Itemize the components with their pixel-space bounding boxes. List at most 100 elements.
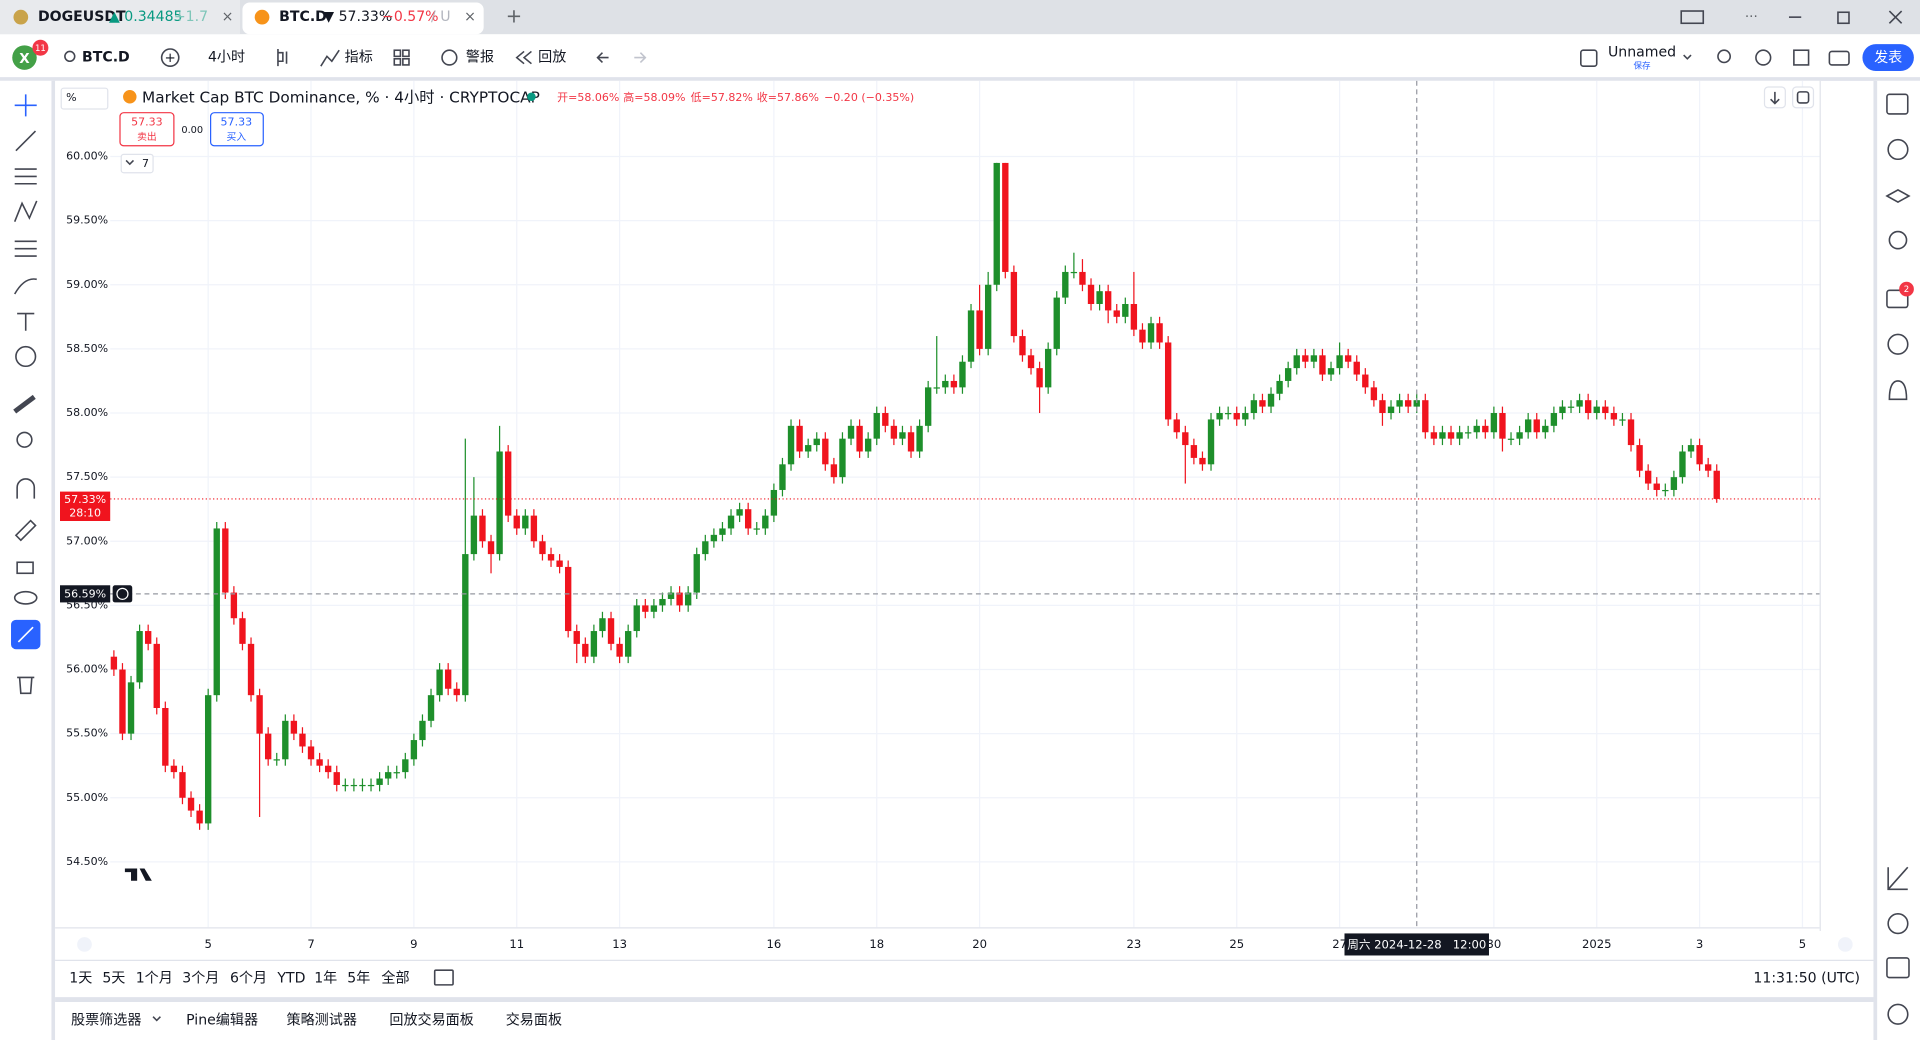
help[interactable] — [1887, 1003, 1909, 1025]
indicators-toggle[interactable] — [120, 153, 154, 174]
range-button[interactable]: YTD — [276, 971, 305, 987]
streams[interactable] — [1887, 333, 1909, 355]
layout-icon[interactable] — [393, 49, 402, 58]
range-button[interactable]: 3个月 — [182, 971, 219, 987]
tab-symbol: BTC.D — [279, 9, 327, 25]
crosshair-tool[interactable] — [14, 94, 37, 117]
draw-mode[interactable] — [14, 519, 37, 542]
trendline-tool[interactable] — [15, 130, 37, 152]
undo[interactable] — [596, 52, 609, 64]
sell-button[interactable] — [119, 112, 175, 147]
zoom-tool[interactable] — [16, 431, 33, 448]
notifications[interactable] — [1888, 380, 1908, 401]
range-button[interactable]: 1个月 — [136, 971, 173, 987]
close-window[interactable] — [1888, 10, 1903, 24]
bottom-tab[interactable]: 交易面板 — [506, 1011, 562, 1028]
delete-tool[interactable] — [17, 676, 35, 695]
publish-button[interactable] — [1862, 44, 1914, 72]
candle-body — [1242, 413, 1249, 420]
range-button[interactable]: 6个月 — [230, 971, 267, 987]
redo[interactable] — [634, 52, 647, 64]
legend-title[interactable]: Market Cap BTC Dominance, % · 4小时 · CRYP… — [142, 88, 540, 106]
range-button[interactable]: 1天 — [69, 971, 92, 987]
layout-name[interactable]: Unnamed — [1608, 45, 1676, 61]
layout-checkbox[interactable] — [1580, 49, 1598, 67]
candle-body — [1653, 483, 1660, 490]
candle-body — [830, 464, 838, 478]
tab[interactable] — [0, 0, 240, 35]
candle-body — [1662, 489, 1669, 492]
save-label[interactable]: 保存 — [1633, 60, 1651, 72]
symbol-search[interactable]: BTC.D — [82, 50, 130, 66]
object-tree[interactable] — [1885, 188, 1911, 204]
tab-close[interactable]: × — [464, 9, 476, 25]
indicators-button[interactable]: 指标 — [345, 50, 373, 66]
screener-dropdown[interactable] — [152, 1016, 161, 1022]
calendar[interactable] — [1886, 957, 1910, 979]
range-button[interactable]: 5天 — [102, 971, 125, 987]
fib-tool[interactable] — [14, 168, 37, 185]
snapshot[interactable] — [1828, 50, 1850, 66]
settings[interactable] — [1755, 49, 1772, 66]
candle-body — [307, 746, 315, 760]
projection-tool[interactable] — [14, 240, 37, 257]
ideas[interactable] — [1888, 230, 1908, 250]
bottom-tab[interactable]: 策略测试器 — [287, 1011, 357, 1028]
measure-tool[interactable] — [13, 394, 36, 414]
auto-scale[interactable] — [1837, 937, 1853, 952]
interval[interactable]: 4小时 — [208, 50, 245, 66]
range-button[interactable]: 1年 — [314, 971, 337, 987]
brush-tool[interactable] — [14, 278, 37, 295]
watchlist[interactable] — [1886, 93, 1909, 115]
buy-button[interactable] — [210, 112, 264, 147]
window-icon[interactable] — [1680, 10, 1705, 25]
candle-body — [1473, 425, 1480, 433]
badge-count: 2 — [1904, 285, 1909, 295]
candle-body — [1276, 380, 1283, 394]
maximize[interactable] — [1837, 11, 1850, 25]
indicators-icon — [320, 49, 340, 67]
crosshair-add-button[interactable] — [112, 585, 133, 603]
alerts-button[interactable]: 警报 — [466, 50, 494, 66]
bottom-tab[interactable]: 股票筛选器 — [71, 1012, 141, 1028]
candle-body — [1559, 406, 1566, 414]
fullscreen[interactable] — [1793, 49, 1810, 66]
chats[interactable] — [1886, 289, 1909, 309]
window-menu[interactable]: ··· — [1745, 9, 1758, 25]
tab-active[interactable] — [242, 2, 484, 35]
candle-body — [1259, 400, 1266, 407]
candle-body — [359, 784, 366, 787]
layout-dropdown[interactable] — [1683, 54, 1692, 60]
hide-tool[interactable] — [13, 590, 38, 605]
pattern-tool[interactable] — [13, 200, 38, 223]
quick-search[interactable] — [1717, 49, 1731, 64]
compare-button[interactable] — [160, 48, 180, 67]
replay-button[interactable]: 回放 — [538, 50, 566, 66]
clock[interactable]: 11:31:50 (UTC) — [1753, 971, 1860, 987]
text-tool[interactable] — [17, 312, 35, 331]
y-tick-label: 54.50% — [66, 855, 108, 868]
bottom-tab[interactable]: 回放交易面板 — [389, 1011, 473, 1028]
scale-mode-box[interactable] — [60, 87, 109, 110]
y-tick-label: 55.50% — [66, 727, 108, 740]
date-range-button[interactable] — [433, 969, 454, 986]
tab-close[interactable]: × — [222, 9, 234, 25]
range-bar — [55, 960, 1874, 998]
restore-button[interactable] — [1792, 86, 1815, 109]
indicators-count: 7 — [142, 157, 149, 170]
alerts-panel[interactable] — [1887, 138, 1909, 161]
candle-body — [1044, 348, 1052, 388]
chart-type[interactable] — [277, 48, 288, 67]
sell-label: 卖出 — [137, 130, 157, 143]
icon-tool[interactable] — [15, 345, 37, 368]
lock-tool[interactable] — [16, 561, 34, 575]
range-button[interactable]: 全部 — [381, 970, 409, 987]
bottom-tab[interactable]: Pine编辑器 — [186, 1012, 258, 1028]
magnet-tool[interactable] — [16, 478, 36, 499]
zoom-out[interactable] — [77, 937, 92, 952]
dom[interactable] — [1887, 913, 1909, 935]
avatar[interactable] — [12, 45, 37, 70]
range-button[interactable]: 5年 — [347, 971, 370, 987]
trading-panel[interactable] — [1887, 866, 1909, 891]
new-tab[interactable]: + — [506, 5, 522, 28]
